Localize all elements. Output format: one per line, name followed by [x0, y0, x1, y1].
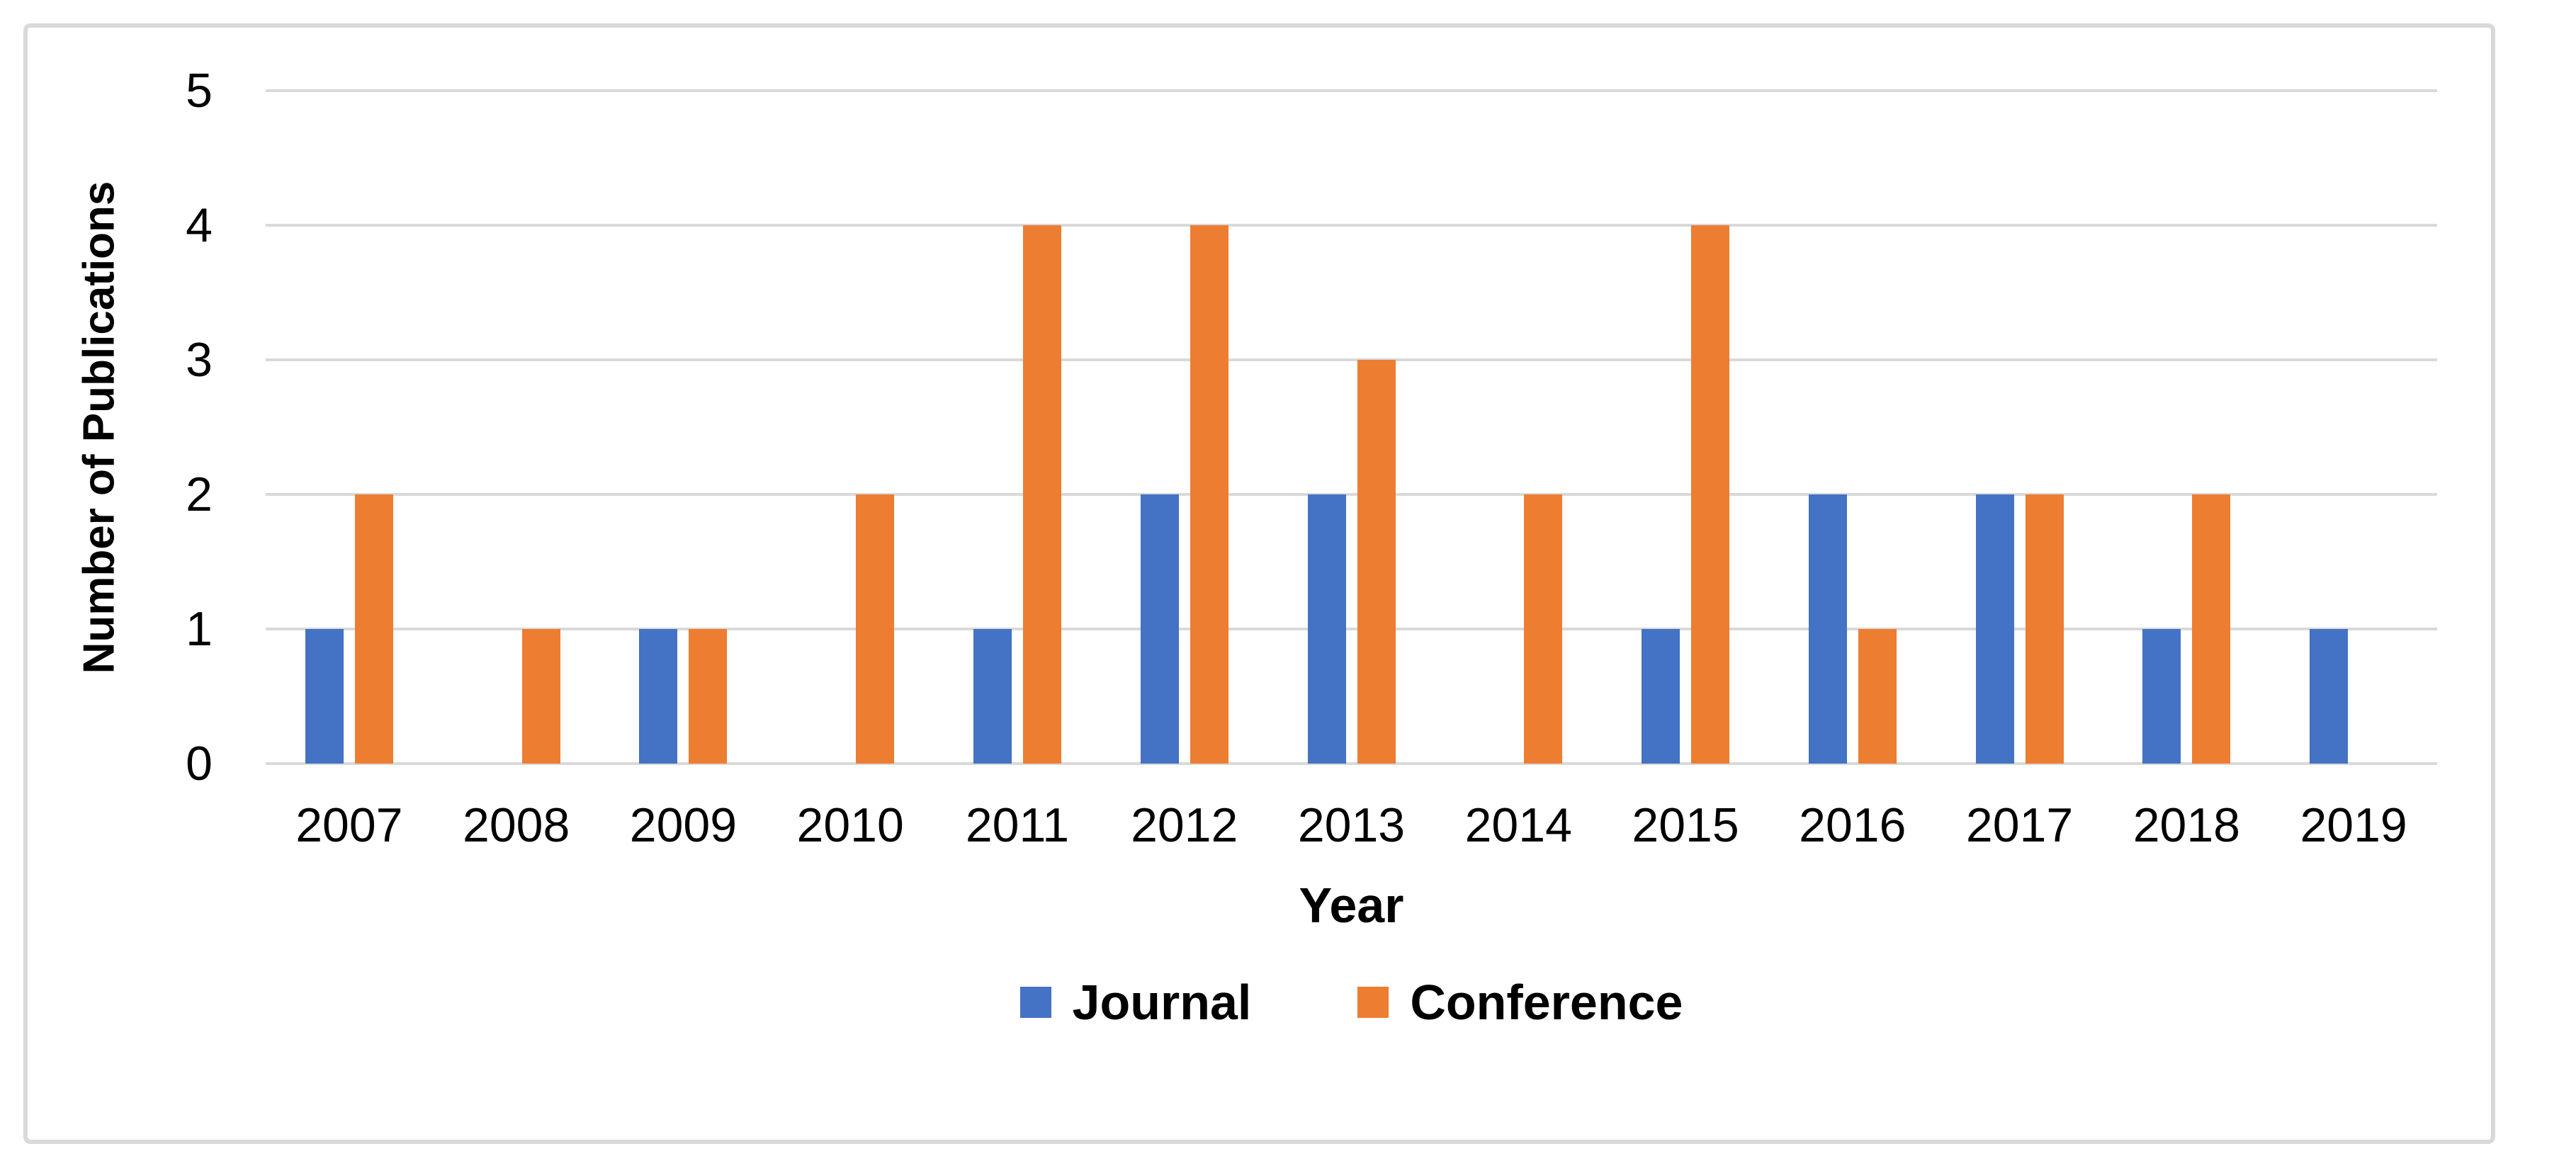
chart-frame [23, 23, 2495, 1144]
legend-label-conference: Conference [1410, 975, 1683, 1030]
gridline-y-0 [266, 762, 2437, 765]
x-tick-label-2016: 2016 [1799, 798, 1906, 852]
bar-journal-2018 [2142, 629, 2181, 764]
legend-label-journal: Journal [1072, 975, 1252, 1030]
bar-journal-2016 [1808, 494, 1847, 764]
y-axis-title-text: Number of Publications [74, 181, 124, 674]
bar-conference-2017 [2025, 494, 2064, 764]
bar-conference-2009 [689, 629, 728, 764]
y-tick-label-5: 5 [186, 64, 213, 118]
bar-journal-2017 [1975, 494, 2014, 764]
y-tick-label-3: 3 [186, 333, 213, 387]
bar-conference-2014 [1524, 494, 1563, 764]
x-tick-label-2018: 2018 [2132, 798, 2240, 852]
plot-area [266, 89, 2437, 765]
legend: Journal Conference [266, 974, 2437, 1031]
legend-swatch-conference [1357, 987, 1389, 1018]
bar-journal-2009 [639, 629, 678, 764]
bar-conference-2012 [1190, 225, 1228, 764]
x-tick-label-2007: 2007 [295, 798, 403, 852]
x-tick-label-2010: 2010 [796, 798, 904, 852]
bar-journal-2019 [2310, 629, 2349, 764]
y-tick-label-2: 2 [186, 468, 213, 521]
bar-conference-2008 [521, 629, 560, 764]
bar-conference-2011 [1022, 225, 1061, 764]
y-tick-label-4: 4 [186, 198, 213, 252]
x-tick-label-2013: 2013 [1297, 798, 1406, 852]
x-tick-label-2008: 2008 [463, 798, 570, 852]
x-tick-label-2009: 2009 [629, 798, 738, 852]
y-tick-label-1: 1 [186, 602, 213, 656]
bar-journal-2012 [1140, 494, 1179, 764]
bar-conference-2010 [856, 494, 895, 764]
gridline-y-2 [266, 493, 2437, 496]
legend-item-journal: Journal [1019, 974, 1252, 1031]
x-tick-label-2011: 2011 [965, 798, 1070, 852]
bar-conference-2015 [1691, 225, 1730, 764]
gridline-y-3 [266, 358, 2437, 361]
x-tick-label-2017: 2017 [1965, 798, 2074, 852]
bar-conference-2013 [1357, 360, 1396, 764]
gridline-y-5 [266, 89, 2437, 92]
x-tick-label-2014: 2014 [1464, 798, 1572, 852]
legend-swatch-journal [1019, 987, 1051, 1018]
y-axis-title: Number of Publications [43, 91, 156, 764]
x-axis-title: Year [1299, 878, 1404, 933]
x-tick-label-2015: 2015 [1632, 798, 1739, 852]
bar-journal-2015 [1642, 629, 1680, 764]
bar-conference-2016 [1858, 629, 1897, 764]
bar-journal-2007 [305, 629, 344, 764]
legend-item-conference: Conference [1357, 974, 1683, 1031]
bar-journal-2011 [973, 629, 1012, 764]
bar-conference-2018 [2192, 494, 2231, 764]
gridline-y-1 [266, 628, 2437, 630]
gridline-y-4 [266, 224, 2437, 227]
bar-conference-2007 [354, 494, 393, 764]
x-tick-label-2012: 2012 [1131, 798, 1238, 852]
x-tick-label-2019: 2019 [2300, 798, 2407, 852]
bar-journal-2013 [1307, 494, 1346, 764]
y-tick-label-0: 0 [186, 737, 213, 790]
